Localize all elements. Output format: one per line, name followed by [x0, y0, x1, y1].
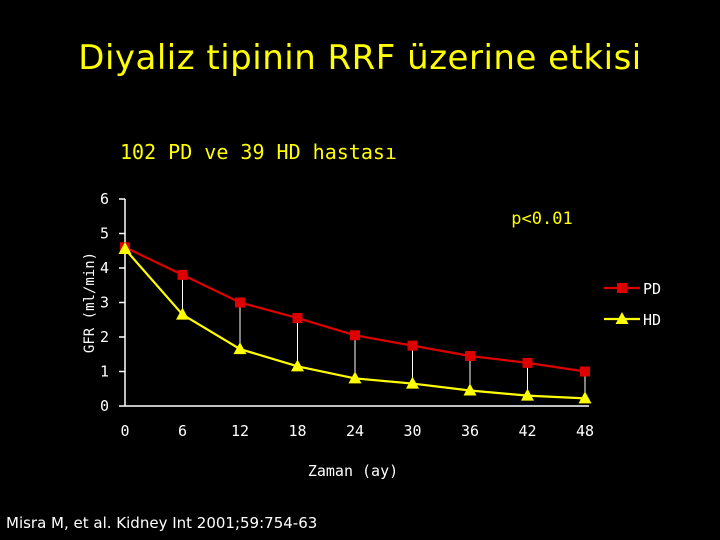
chart-legend: PD HD [604, 280, 661, 329]
y-tick-label: 3 [100, 294, 109, 312]
data-point-pd [292, 313, 303, 324]
data-point-hd [291, 359, 304, 372]
x-tick-label: 24 [346, 422, 364, 440]
x-tick-label: 36 [461, 422, 479, 440]
data-point-pd [465, 350, 475, 361]
x-axis-label: Zaman (ay) [308, 462, 398, 480]
slide-subtitle: 102 PD ve 39 HD hastası [120, 140, 397, 164]
y-tick-label: 4 [100, 259, 109, 277]
data-point-hd [233, 342, 247, 355]
data-point-pd [350, 330, 360, 341]
x-axis-ticks: 0 6 12 18 24 30 36 42 48 [120, 422, 594, 440]
data-point-pd [177, 269, 188, 280]
data-point-hd [348, 371, 362, 384]
data-point-hd [118, 242, 132, 255]
y-tick-label: 5 [100, 225, 109, 243]
legend-marker-hd [615, 312, 629, 324]
legend-marker-pd [617, 283, 627, 293]
data-point-hd [176, 307, 189, 320]
data-point-hd [463, 383, 477, 396]
x-tick-label: 12 [231, 422, 249, 440]
citation: Misra M, et al. Kidney Int 2001;59:754-6… [6, 514, 318, 532]
series-layer [118, 242, 592, 404]
x-tick-label: 6 [178, 422, 187, 440]
x-tick-label: 42 [518, 422, 536, 440]
data-point-hd [578, 391, 592, 404]
p-value-annotation: p<0.01 [511, 209, 572, 229]
y-axis-ticks: 0 1 2 3 4 5 6 [100, 190, 125, 415]
data-point-pd [522, 357, 533, 368]
data-point-pd [580, 366, 590, 377]
data-point-pd [407, 340, 418, 351]
x-tick-label: 0 [120, 422, 129, 440]
data-point-hd [406, 376, 419, 389]
y-tick-label: 2 [100, 328, 109, 346]
x-tick-label: 48 [576, 422, 594, 440]
x-tick-label: 18 [288, 422, 306, 440]
x-tick-label: 30 [403, 422, 421, 440]
legend-label-hd: HD [643, 311, 661, 329]
slide-title: Diyaliz tipinin RRF üzerine etkisi [78, 38, 642, 78]
y-tick-label: 0 [100, 397, 109, 415]
y-tick-label: 6 [100, 190, 109, 208]
y-tick-label: 1 [100, 363, 109, 381]
data-point-hd [521, 388, 534, 401]
legend-label-pd: PD [643, 280, 661, 298]
y-axis-label: GFR (ml/min) [82, 252, 98, 353]
data-point-pd [235, 297, 245, 308]
